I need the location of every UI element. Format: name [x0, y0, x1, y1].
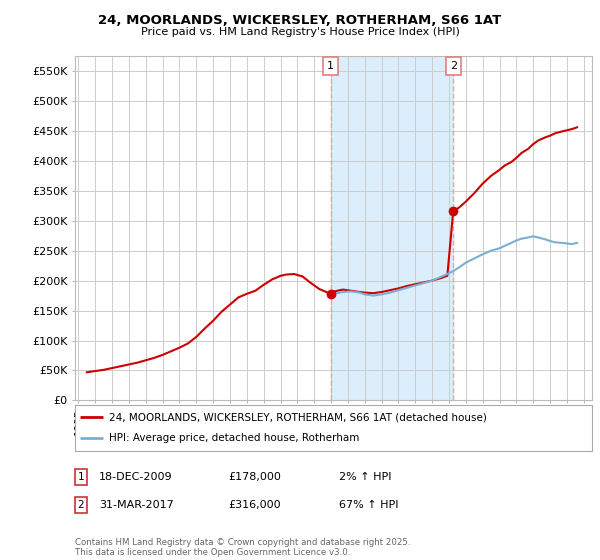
Text: 24, MOORLANDS, WICKERSLEY, ROTHERHAM, S66 1AT: 24, MOORLANDS, WICKERSLEY, ROTHERHAM, S6… [98, 14, 502, 27]
Text: 2: 2 [449, 62, 457, 71]
Text: 24, MOORLANDS, WICKERSLEY, ROTHERHAM, S66 1AT (detached house): 24, MOORLANDS, WICKERSLEY, ROTHERHAM, S6… [109, 412, 487, 422]
Text: HPI: Average price, detached house, Rotherham: HPI: Average price, detached house, Roth… [109, 433, 359, 444]
Text: 18-DEC-2009: 18-DEC-2009 [99, 472, 173, 482]
Text: 2% ↑ HPI: 2% ↑ HPI [339, 472, 391, 482]
Text: £178,000: £178,000 [228, 472, 281, 482]
Text: 1: 1 [77, 472, 85, 482]
Text: Price paid vs. HM Land Registry's House Price Index (HPI): Price paid vs. HM Land Registry's House … [140, 27, 460, 37]
Text: £316,000: £316,000 [228, 500, 281, 510]
Text: 1: 1 [327, 62, 334, 71]
Text: 67% ↑ HPI: 67% ↑ HPI [339, 500, 398, 510]
Text: 2: 2 [77, 500, 85, 510]
Text: 31-MAR-2017: 31-MAR-2017 [99, 500, 174, 510]
Text: Contains HM Land Registry data © Crown copyright and database right 2025.
This d: Contains HM Land Registry data © Crown c… [75, 538, 410, 557]
Bar [331, 56, 453, 400]
